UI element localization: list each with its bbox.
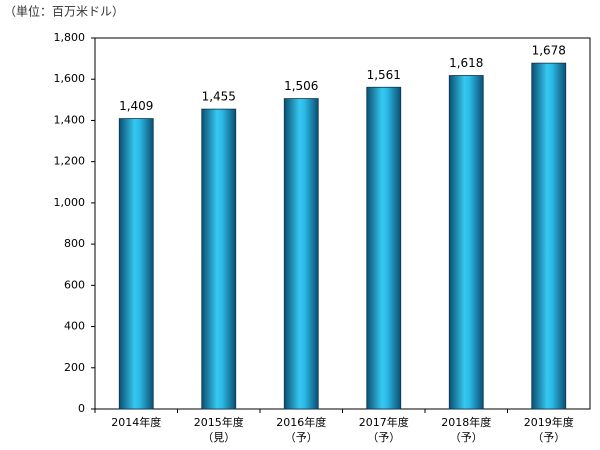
x-tick-note: （予） <box>285 431 318 444</box>
y-tick-label: 800 <box>64 237 85 250</box>
x-tick-label: 2014年度 <box>111 415 161 429</box>
y-tick-label: 1,600 <box>54 72 86 85</box>
y-tick-label: 0 <box>78 402 85 415</box>
y-tick-label: 1,000 <box>54 196 86 209</box>
y-tick-label: 600 <box>64 278 85 291</box>
x-tick-note: （予） <box>450 431 483 444</box>
x-tick-note: （見） <box>202 431 235 444</box>
bar <box>531 62 567 410</box>
y-tick-label: 1,800 <box>54 31 86 44</box>
y-tick-label: 400 <box>64 320 85 333</box>
y-tick-label: 1,400 <box>54 113 86 126</box>
bar <box>366 86 402 410</box>
bar <box>201 108 237 410</box>
bar <box>448 75 484 410</box>
x-tick-label: 2019年度 <box>524 415 574 429</box>
value-label: 1,561 <box>367 68 401 82</box>
value-label: 1,455 <box>202 90 236 104</box>
x-tick-label: 2017年度 <box>359 415 409 429</box>
value-label: 1,409 <box>119 99 153 113</box>
y-tick-label: 200 <box>64 361 85 374</box>
value-label: 1,678 <box>532 44 566 58</box>
bar <box>118 118 154 410</box>
chart-subtitle: （単位：百万米ドル） <box>4 4 124 19</box>
x-tick-note: （予） <box>367 431 400 444</box>
value-label: 1,618 <box>449 56 483 70</box>
value-label: 1,506 <box>284 79 318 93</box>
x-tick-note: （予） <box>532 431 565 444</box>
y-tick-label: 1,200 <box>54 155 86 168</box>
x-tick-label: 2016年度 <box>276 415 326 429</box>
x-tick-label: 2015年度 <box>194 415 244 429</box>
plot-frame <box>94 37 591 410</box>
x-tick-label: 2018年度 <box>441 415 491 429</box>
bar <box>283 98 319 410</box>
